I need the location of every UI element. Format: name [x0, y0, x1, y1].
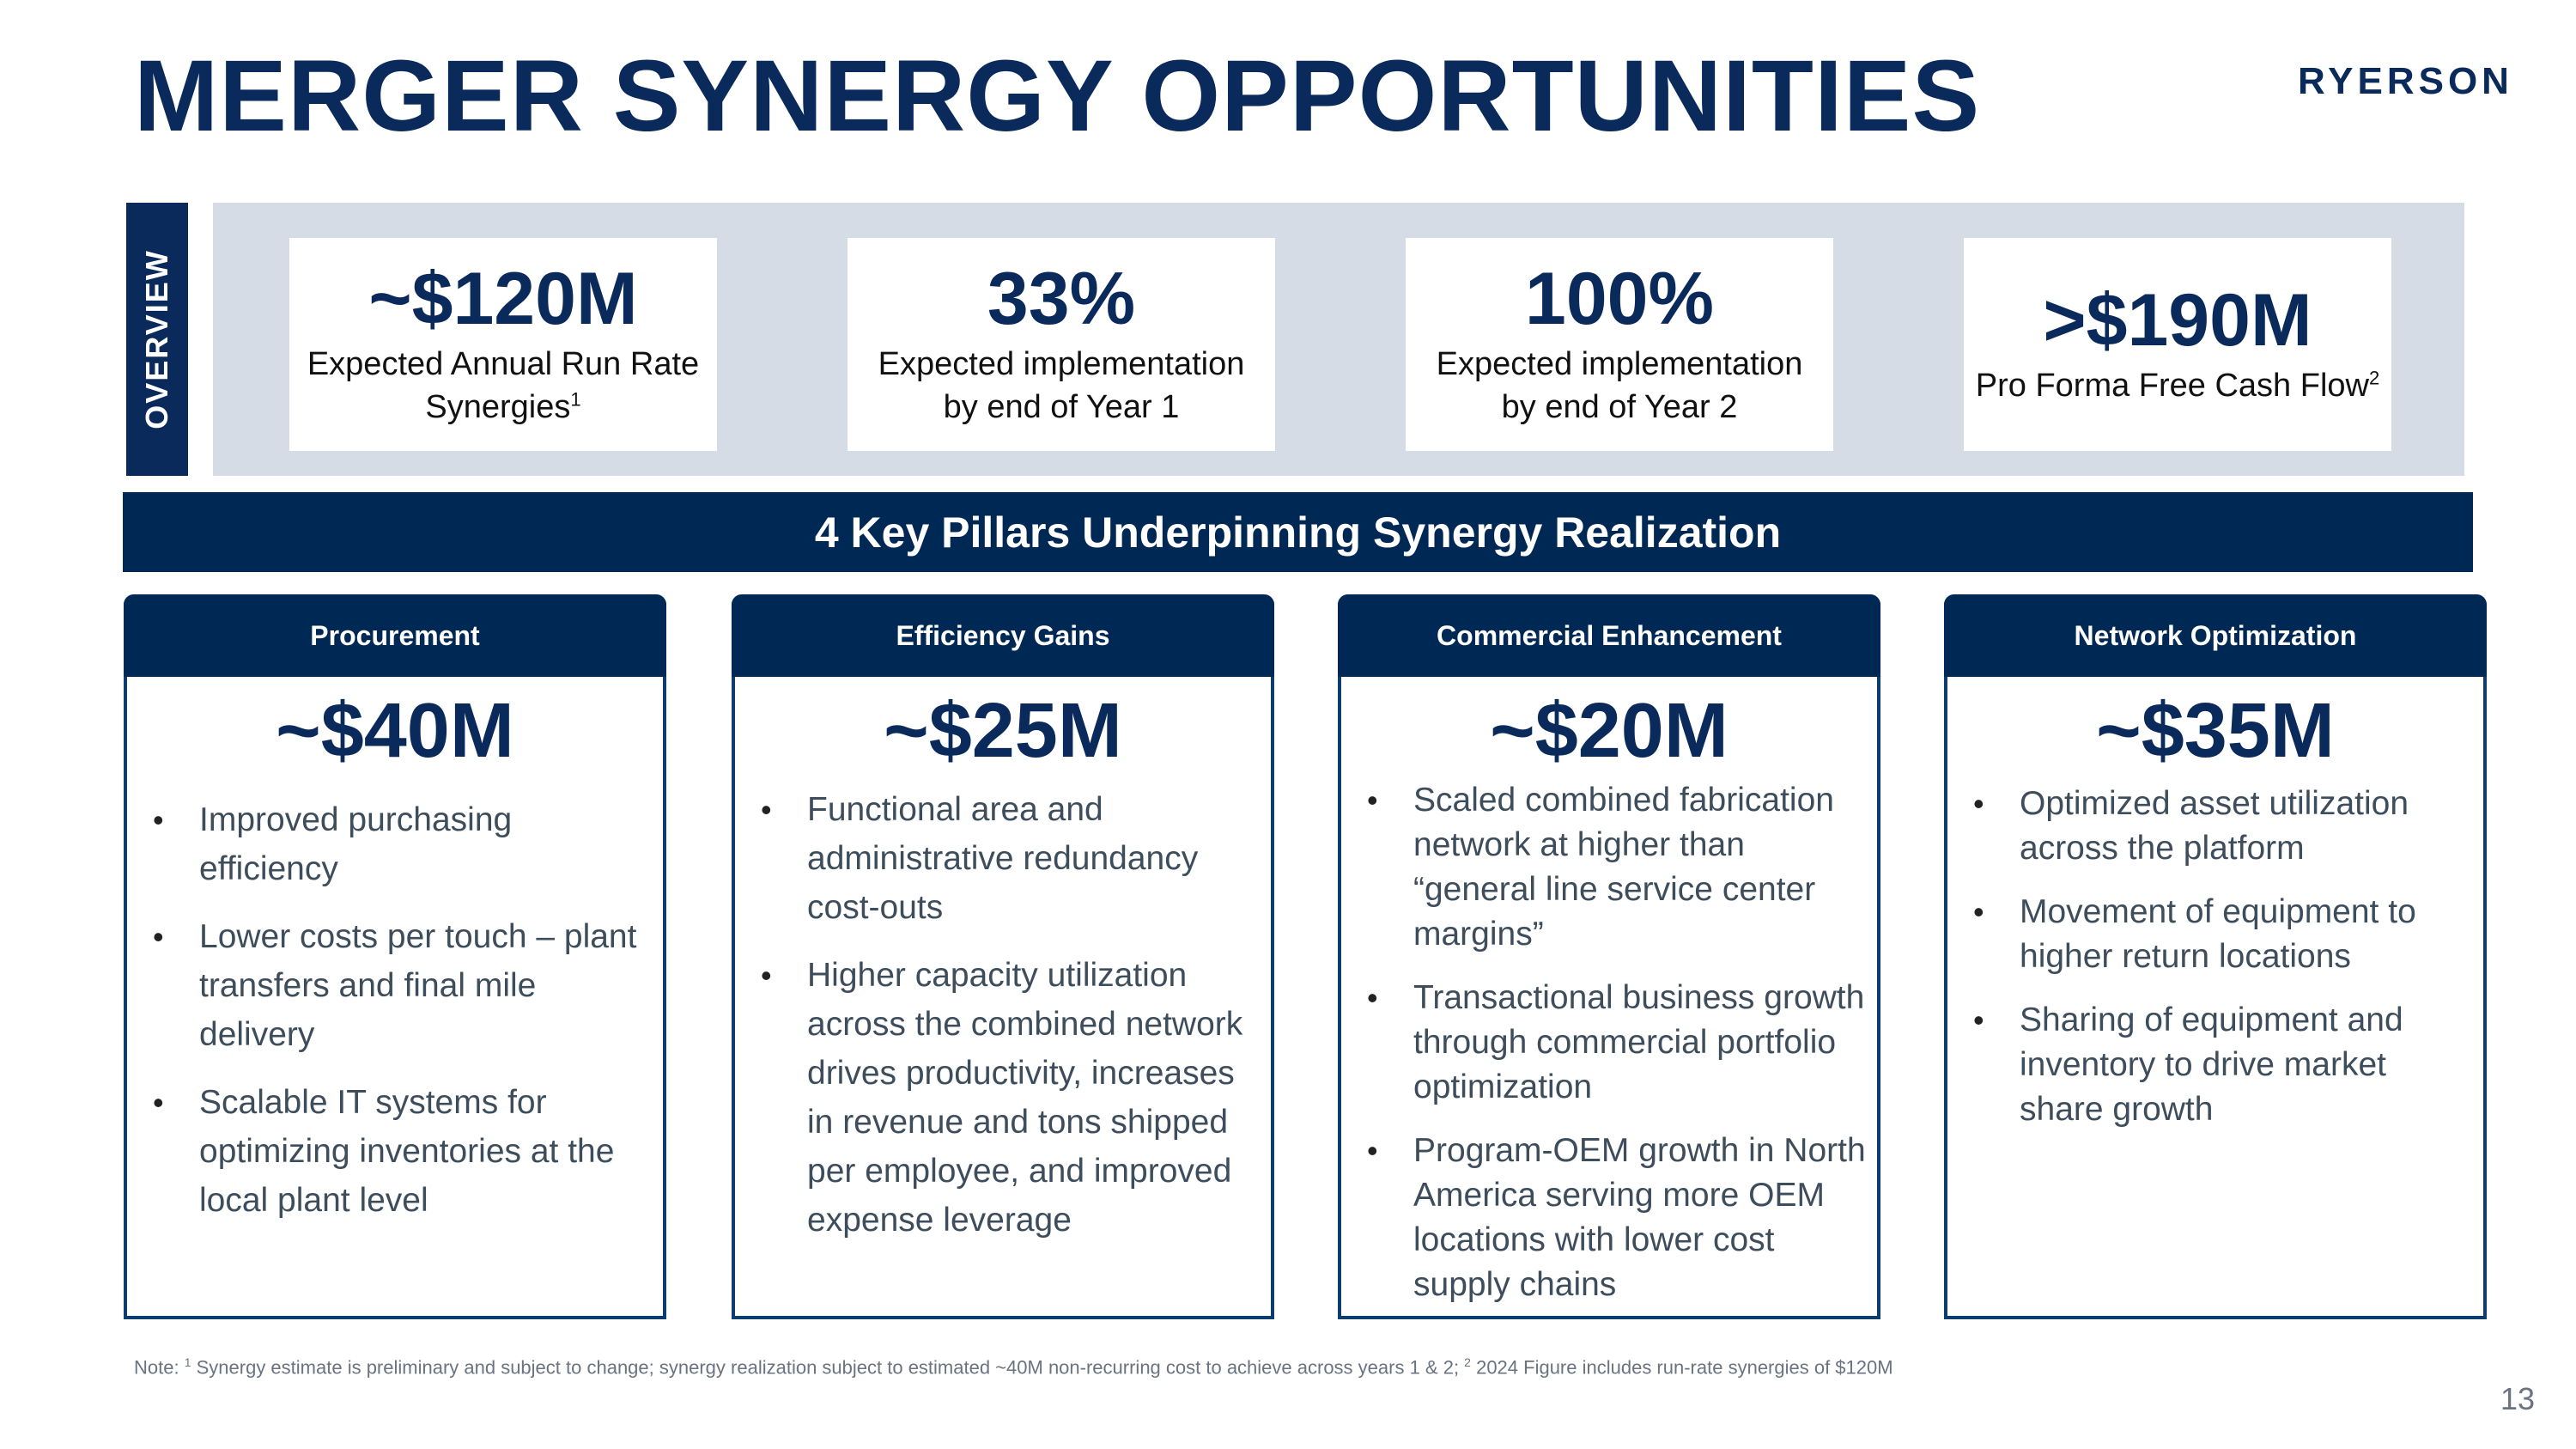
pillar-network-optimization: Network Optimization ~$35M Optimized ass… — [1944, 594, 2487, 1319]
pillar-title: Network Optimization — [1944, 594, 2487, 677]
pillar-title: Procurement — [124, 594, 666, 677]
kpi-label-text: Pro Forma Free Cash Flow — [1975, 368, 2369, 405]
footnote-text: Synergy estimate is preliminary and subj… — [191, 1356, 1465, 1379]
kpi-value: ~$120M — [368, 257, 638, 340]
kpi-label-line: by end of Year 1 — [943, 389, 1180, 426]
kpi-value: >$190M — [2043, 278, 2312, 362]
kpi-label-line: Expected implementation — [1436, 345, 1803, 382]
pillar-value: ~$40M — [276, 688, 514, 774]
pillar-bullet: Program-OEM growth in North America serv… — [1367, 1129, 1867, 1307]
overview-tab: OVERVIEW — [126, 203, 188, 476]
pillar-bullet: Movement of equipment to higher return l… — [1973, 890, 2473, 979]
footnote-marker: 1 — [184, 1355, 191, 1369]
footnote-prefix: Note: — [134, 1356, 185, 1379]
footnote-text: 2024 Figure includes run-rate synergies … — [1470, 1356, 1893, 1379]
pillar-bullet-list: Scaled combined fabrication network at h… — [1367, 778, 1867, 1326]
pillar-bullet-list: Improved purchasing efficiency Lower cos… — [153, 795, 653, 1244]
pillar-title: Commercial Enhancement — [1338, 594, 1880, 677]
kpi-label-line: by end of Year 2 — [1501, 389, 1738, 426]
kpi-value: 100% — [1525, 257, 1714, 340]
pillar-bullet: Optimized asset utilization across the p… — [1973, 782, 2473, 871]
kpi-label: Pro Forma Free Cash Flow2 — [1976, 364, 2379, 407]
pillar-efficiency-gains: Efficiency Gains ~$25M Functional area a… — [732, 594, 1274, 1319]
pillar-bullet: Functional area and administrative redun… — [761, 785, 1261, 932]
pillar-bullet: Scaled combined fabrication network at h… — [1367, 778, 1867, 957]
kpi-card-run-rate-synergies: ~$120M Expected Annual Run Rate Synergies… — [289, 238, 717, 451]
kpi-label: Expected Annual Run Rate Synergies1 — [307, 345, 700, 426]
overview-tab-label: OVERVIEW — [139, 249, 174, 429]
footnote-marker: 2 — [2368, 367, 2380, 389]
pillar-commercial-enhancement: Commercial Enhancement ~$20M Scaled comb… — [1338, 594, 1880, 1319]
ryerson-logo: RYERSON — [2298, 60, 2513, 102]
pillar-bullet: Sharing of equipment and inventory to dr… — [1973, 998, 2473, 1132]
pillar-bullet: Improved purchasing efficiency — [153, 795, 653, 893]
kpi-card-free-cash-flow: >$190M Pro Forma Free Cash Flow2 — [1964, 238, 2391, 451]
pillar-title: Efficiency Gains — [732, 594, 1274, 677]
pillar-bullet: Lower costs per touch – plant transfers … — [153, 912, 653, 1059]
footnote-marker: 1 — [570, 388, 581, 411]
page-title: MERGER SYNERGY OPPORTUNITIES — [134, 40, 1981, 153]
pillar-bullet-list: Optimized asset utilization across the p… — [1973, 782, 2473, 1151]
pillar-value: ~$25M — [884, 688, 1122, 774]
pillar-bullet: Scalable IT systems for optimizing inven… — [153, 1078, 653, 1225]
pillar-value: ~$20M — [1490, 688, 1728, 774]
page-number: 13 — [2500, 1381, 2536, 1416]
pillar-value: ~$35M — [2096, 688, 2335, 774]
pillar-procurement: Procurement ~$40M Improved purchasing ef… — [124, 594, 666, 1319]
pillar-bullet: Transactional business growth through co… — [1367, 976, 1867, 1110]
kpi-value: 33% — [987, 257, 1136, 340]
footnote: Note: 1 Synergy estimate is preliminary … — [134, 1355, 1893, 1379]
pillars-banner: 4 Key Pillars Underpinning Synergy Reali… — [123, 492, 2473, 572]
kpi-label-line: Expected implementation — [878, 345, 1245, 382]
pillar-bullet: Higher capacity utilization across the c… — [761, 951, 1261, 1245]
kpi-card-year-2: 100% Expected implementation by end of Y… — [1406, 238, 1833, 451]
kpi-label: Expected implementation by end of Year 1 — [878, 343, 1245, 429]
footnote-marker: 2 — [1464, 1355, 1471, 1369]
pillar-bullet-list: Functional area and administrative redun… — [761, 785, 1261, 1263]
kpi-card-year-1: 33% Expected implementation by end of Ye… — [848, 238, 1275, 451]
kpi-label: Expected implementation by end of Year 2 — [1437, 343, 1803, 429]
